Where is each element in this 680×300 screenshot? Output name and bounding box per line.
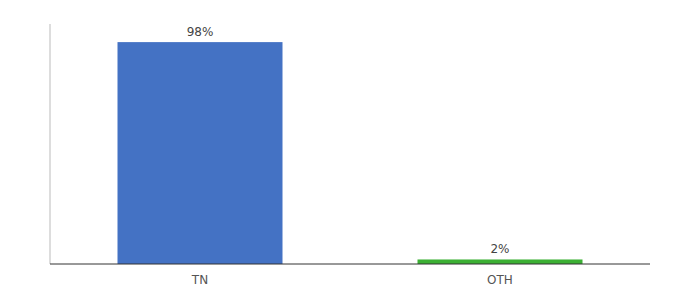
chart-container: 98% 2% TN OTH — [0, 0, 680, 300]
data-label: 2% — [490, 242, 509, 256]
x-tick-label: OTH — [487, 273, 513, 287]
data-label: 98% — [187, 25, 214, 39]
bar — [118, 42, 283, 264]
x-tick-label: TN — [191, 273, 208, 287]
x-axis-line — [50, 264, 650, 265]
bars — [118, 42, 583, 264]
bar — [418, 259, 583, 264]
y-axis-line — [50, 24, 51, 264]
chart-svg: 98% 2% TN OTH — [0, 0, 680, 300]
page: {"chart_data": {"type": "bar", "categori… — [0, 0, 680, 300]
